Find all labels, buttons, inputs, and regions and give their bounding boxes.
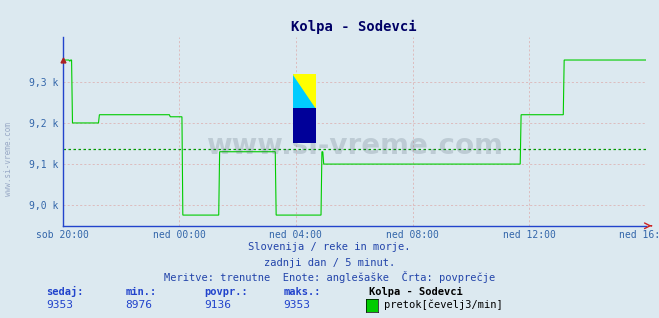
Text: 9353: 9353 [283, 301, 310, 310]
Text: zadnji dan / 5 minut.: zadnji dan / 5 minut. [264, 258, 395, 267]
Title: Kolpa - Sodevci: Kolpa - Sodevci [291, 20, 417, 34]
Text: sedaj:: sedaj: [46, 286, 84, 297]
Text: min.:: min.: [125, 287, 156, 297]
Text: www.si-vreme.com: www.si-vreme.com [206, 132, 503, 160]
Text: www.si-vreme.com: www.si-vreme.com [4, 122, 13, 196]
Text: maks.:: maks.: [283, 287, 321, 297]
Text: Meritve: trenutne  Enote: anglešaške  Črta: povprečje: Meritve: trenutne Enote: anglešaške Črta… [164, 272, 495, 283]
Text: Kolpa - Sodevci: Kolpa - Sodevci [369, 287, 463, 297]
Text: 8976: 8976 [125, 301, 152, 310]
Text: 9353: 9353 [46, 301, 73, 310]
Text: povpr.:: povpr.: [204, 287, 248, 297]
Text: Slovenija / reke in morje.: Slovenija / reke in morje. [248, 242, 411, 252]
Polygon shape [293, 74, 316, 108]
Text: pretok[čevelj3/min]: pretok[čevelj3/min] [384, 300, 503, 310]
Text: 9136: 9136 [204, 301, 231, 310]
Polygon shape [293, 74, 316, 108]
